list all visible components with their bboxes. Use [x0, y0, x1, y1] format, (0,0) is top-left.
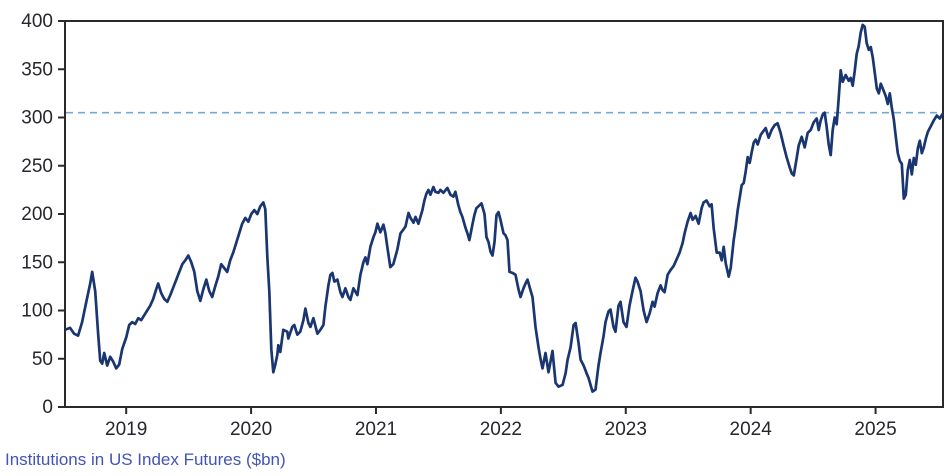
plot-frame: [64, 20, 944, 408]
chart-canvas: 0 50 100 150 200 250 300 350 400 2019 2020 2021 2022…: [21, 11, 944, 440]
series-line: [64, 23, 944, 393]
y-axis-label: 200: [21, 204, 53, 225]
y-axis-label: 100: [21, 301, 53, 322]
y-axis-label: 0: [42, 397, 53, 418]
y-axis-label: 350: [21, 59, 53, 80]
y-axis-label: 400: [21, 11, 53, 32]
y-axis-label: 300: [21, 108, 53, 129]
x-axis-label: 2020: [230, 419, 272, 440]
x-axis-label: 2019: [105, 419, 147, 440]
x-axis-label: 2025: [854, 419, 896, 440]
x-axis-label: 2023: [605, 419, 647, 440]
y-axis-label: 150: [21, 252, 53, 273]
x-axis-label: 2024: [730, 419, 773, 440]
y-axis-label: 250: [21, 156, 53, 177]
x-axis-label: 2021: [355, 419, 397, 440]
y-axis-label: 50: [32, 349, 53, 370]
line-chart: 0 50 100 150 200 250 300 350 400 2019 2020 2021 2022…: [21, 11, 944, 440]
chart-caption: Institutions in US Index Futures ($bn): [5, 450, 286, 469]
x-axis-label: 2022: [480, 419, 522, 440]
